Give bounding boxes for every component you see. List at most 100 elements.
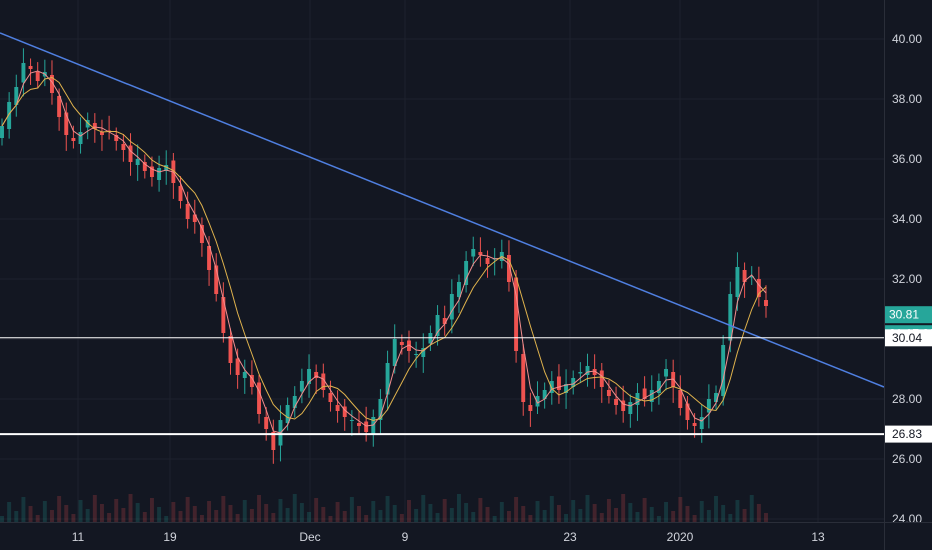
candle-body (314, 372, 319, 378)
trendline[interactable] (0, 32, 885, 388)
price-tick-label: 24.00 (892, 512, 922, 526)
volume-bar (121, 508, 126, 522)
volume-bar (706, 510, 711, 522)
volume-bar (349, 497, 354, 522)
drawings (0, 32, 885, 436)
volume-bar (392, 505, 397, 522)
candle-body (442, 318, 447, 324)
volume-bar (542, 510, 547, 522)
candle-body (28, 66, 33, 69)
candle-body (614, 399, 619, 405)
volume-bar (457, 494, 461, 522)
price-tick-label: 32.00 (892, 272, 922, 286)
volume-bar (249, 509, 254, 522)
candle-body (692, 423, 697, 426)
volume-bar (428, 504, 433, 522)
volume-bar (514, 497, 519, 522)
volume-bar (464, 503, 469, 522)
volume-bar (764, 513, 768, 522)
candle-body (7, 102, 12, 129)
volume-bar (14, 511, 19, 522)
volume-bar (85, 509, 90, 522)
candles (0, 48, 768, 464)
candle-body (92, 123, 97, 129)
time-tick-label: 23 (563, 530, 577, 544)
volume-bar (135, 503, 140, 522)
volume-bar (435, 513, 440, 522)
price-axis[interactable]: 24.0026.0028.0030.0032.0034.0036.0038.00… (884, 0, 923, 550)
candle-body (571, 378, 576, 387)
volume-bar (635, 512, 640, 522)
candle-body (357, 423, 361, 426)
volume-bar (621, 494, 626, 522)
volume-bar (357, 506, 361, 522)
volume-bar (35, 515, 40, 522)
volume-bar (492, 516, 497, 522)
candle-body (471, 249, 476, 257)
time-axis[interactable]: 11 19 Dec 9 23 2020 13 (0, 522, 932, 545)
candle-body (235, 358, 240, 375)
candle-body (685, 403, 690, 420)
time-tick-label: Dec (299, 530, 320, 544)
volume-bar (564, 514, 569, 522)
volume-bar (606, 499, 611, 522)
volume-bar (321, 507, 326, 522)
volume-bar (728, 514, 733, 522)
candle-body (599, 370, 604, 387)
candle-body (649, 390, 654, 402)
volume-bar (185, 497, 190, 522)
candle-body (756, 279, 761, 297)
candle-body (764, 300, 768, 306)
time-tick-label: 2020 (667, 530, 694, 544)
candle-body (221, 297, 226, 333)
volume-bar (399, 514, 404, 522)
volume-bar (656, 516, 661, 522)
candle-body (714, 393, 718, 402)
volume-bar (71, 514, 76, 522)
price-badge-text: 30.81 (889, 308, 919, 322)
candle-body (299, 381, 304, 392)
moving-averages (1, 70, 767, 434)
volume-bar (192, 506, 197, 522)
candle-body (242, 372, 247, 378)
candle-body (407, 340, 411, 351)
price-tick-label: 28.00 (892, 392, 922, 406)
volume-bar (235, 514, 240, 522)
volume-bar (307, 512, 311, 522)
candle-body (542, 390, 547, 399)
volume-bar (671, 511, 676, 522)
volume-bar (164, 516, 169, 522)
candle-body (64, 112, 69, 135)
candle-body (257, 382, 262, 414)
volume-bar (57, 496, 62, 522)
candle-body (14, 87, 19, 105)
volume-bar (614, 508, 619, 522)
volume-bar (285, 508, 290, 522)
candle-body (114, 135, 119, 141)
candle-body (142, 162, 147, 171)
volume-bar (149, 498, 154, 522)
volume-bar (178, 511, 183, 522)
volume-bar (528, 515, 533, 522)
candle-body (449, 294, 454, 320)
volume-bar (756, 504, 761, 522)
volume-bar (78, 500, 83, 522)
volume-bar (335, 502, 340, 522)
candle-body (271, 432, 276, 450)
candle-body (321, 373, 326, 390)
candle-body (592, 369, 597, 375)
volume-bar (449, 508, 454, 522)
candle-body (735, 267, 740, 297)
candle-body (506, 255, 511, 282)
volume-bars (0, 494, 768, 522)
candle-body (385, 363, 390, 395)
volume-bar (21, 497, 26, 522)
candle-body (185, 204, 190, 219)
candle-body (556, 376, 561, 390)
candle-body (85, 120, 90, 128)
volume-bar (299, 503, 304, 522)
candle-body (535, 396, 540, 407)
candle-body (135, 159, 140, 165)
